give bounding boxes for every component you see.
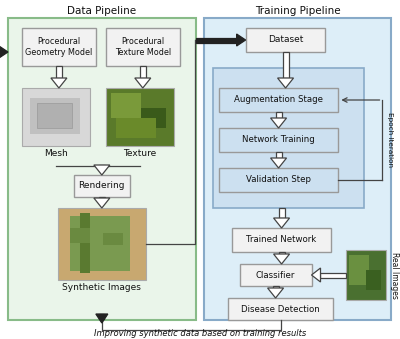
Text: Network Training: Network Training — [242, 136, 315, 144]
Polygon shape — [0, 46, 8, 58]
Polygon shape — [99, 165, 105, 166]
Text: Dataset: Dataset — [268, 36, 303, 44]
Text: Mesh: Mesh — [44, 148, 68, 158]
FancyBboxPatch shape — [70, 216, 130, 271]
FancyBboxPatch shape — [116, 118, 156, 138]
FancyBboxPatch shape — [22, 88, 90, 146]
Polygon shape — [140, 66, 146, 78]
FancyBboxPatch shape — [8, 18, 196, 320]
FancyBboxPatch shape — [106, 88, 174, 146]
Text: Synthetic Images: Synthetic Images — [62, 283, 141, 293]
Text: Training Pipeline: Training Pipeline — [255, 6, 340, 16]
Polygon shape — [268, 288, 284, 298]
FancyBboxPatch shape — [30, 98, 80, 134]
Text: Improving synthetic data based on training results: Improving synthetic data based on traini… — [94, 329, 306, 338]
Polygon shape — [312, 268, 320, 282]
FancyBboxPatch shape — [219, 168, 338, 192]
Polygon shape — [276, 152, 282, 158]
FancyBboxPatch shape — [350, 255, 370, 285]
FancyBboxPatch shape — [346, 250, 386, 300]
Text: Trained Network: Trained Network — [246, 236, 317, 244]
Text: Validation Step: Validation Step — [246, 176, 311, 184]
Polygon shape — [272, 286, 278, 288]
Text: Disease Detection: Disease Detection — [241, 304, 320, 314]
FancyBboxPatch shape — [70, 228, 90, 243]
Polygon shape — [274, 218, 290, 228]
FancyBboxPatch shape — [246, 28, 326, 52]
FancyBboxPatch shape — [58, 208, 146, 280]
FancyBboxPatch shape — [106, 28, 180, 66]
FancyBboxPatch shape — [37, 103, 72, 128]
Text: Data Pipeline: Data Pipeline — [67, 6, 136, 16]
Polygon shape — [94, 198, 110, 208]
Polygon shape — [320, 273, 346, 278]
Polygon shape — [96, 314, 108, 323]
Text: Classifier: Classifier — [256, 271, 295, 279]
Polygon shape — [94, 165, 110, 175]
FancyBboxPatch shape — [111, 93, 141, 118]
Polygon shape — [56, 66, 62, 78]
FancyBboxPatch shape — [232, 228, 332, 252]
Polygon shape — [278, 208, 284, 218]
Polygon shape — [274, 254, 290, 264]
Polygon shape — [282, 52, 288, 78]
Text: Rendering: Rendering — [78, 181, 125, 191]
Text: Real Images: Real Images — [390, 252, 399, 298]
FancyBboxPatch shape — [80, 213, 90, 273]
FancyBboxPatch shape — [240, 264, 312, 286]
Polygon shape — [276, 112, 282, 118]
FancyBboxPatch shape — [219, 128, 338, 152]
Text: Epoch Iteration: Epoch Iteration — [387, 113, 393, 167]
FancyBboxPatch shape — [366, 270, 382, 290]
FancyBboxPatch shape — [228, 298, 334, 320]
Text: Procedural
Geometry Model: Procedural Geometry Model — [25, 37, 92, 57]
Polygon shape — [270, 118, 286, 128]
Polygon shape — [135, 78, 151, 88]
Polygon shape — [278, 252, 284, 254]
Polygon shape — [99, 197, 105, 198]
FancyBboxPatch shape — [141, 108, 166, 128]
FancyBboxPatch shape — [22, 28, 96, 66]
Polygon shape — [51, 78, 67, 88]
Polygon shape — [237, 34, 246, 46]
Text: Procedural
Texture Model: Procedural Texture Model — [115, 37, 171, 57]
Polygon shape — [99, 314, 104, 319]
FancyBboxPatch shape — [103, 233, 123, 245]
Polygon shape — [270, 158, 286, 168]
FancyBboxPatch shape — [213, 68, 364, 208]
Text: Texture: Texture — [123, 148, 156, 158]
Text: Augmentation Stage: Augmentation Stage — [234, 96, 323, 104]
Polygon shape — [278, 78, 294, 88]
FancyBboxPatch shape — [219, 88, 338, 112]
Polygon shape — [196, 38, 237, 42]
FancyBboxPatch shape — [204, 18, 391, 320]
FancyBboxPatch shape — [74, 175, 130, 197]
